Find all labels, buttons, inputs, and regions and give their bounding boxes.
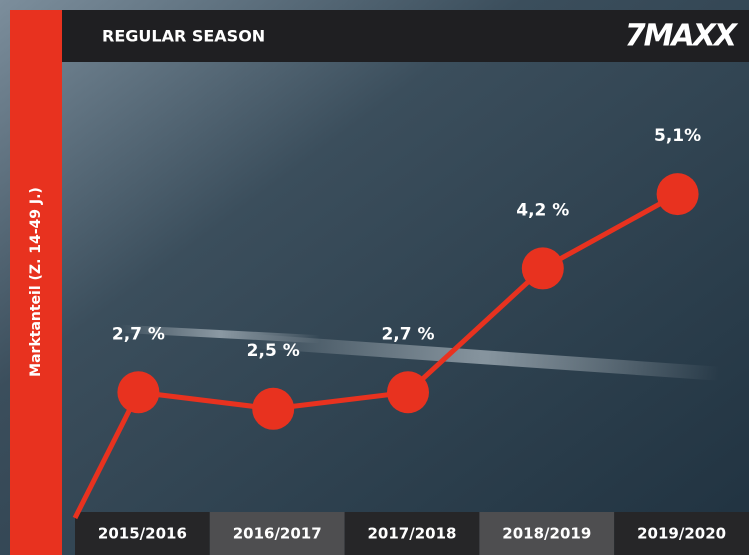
point [657,173,699,215]
background [0,0,749,555]
logo: 7MAXX [625,19,739,54]
x-tick-label: 2018/2019 [502,525,591,543]
value-label: 4,2 % [516,200,569,220]
chart: Marktanteil (Z. 14-49 J.) REGULAR SEASON… [0,0,749,555]
y-axis-label: Marktanteil (Z. 14-49 J.) [28,187,44,377]
point [387,371,429,413]
value-label: 2,7 % [381,324,434,344]
point [252,388,294,430]
point [117,371,159,413]
page: {"chart_data": {"type": "line", "title":… [0,0,749,555]
x-tick-label: 2015/2016 [98,525,187,543]
x-tick-label: 2017/2018 [368,525,457,543]
value-label: 2,5 % [247,341,300,361]
value-label: 2,7 % [112,324,165,344]
point [522,247,564,289]
value-label: 5,1% [654,126,701,146]
x-tick-label: 2019/2020 [637,525,726,543]
chart-title: REGULAR SEASON [102,27,265,46]
x-tick-label: 2016/2017 [233,525,322,543]
